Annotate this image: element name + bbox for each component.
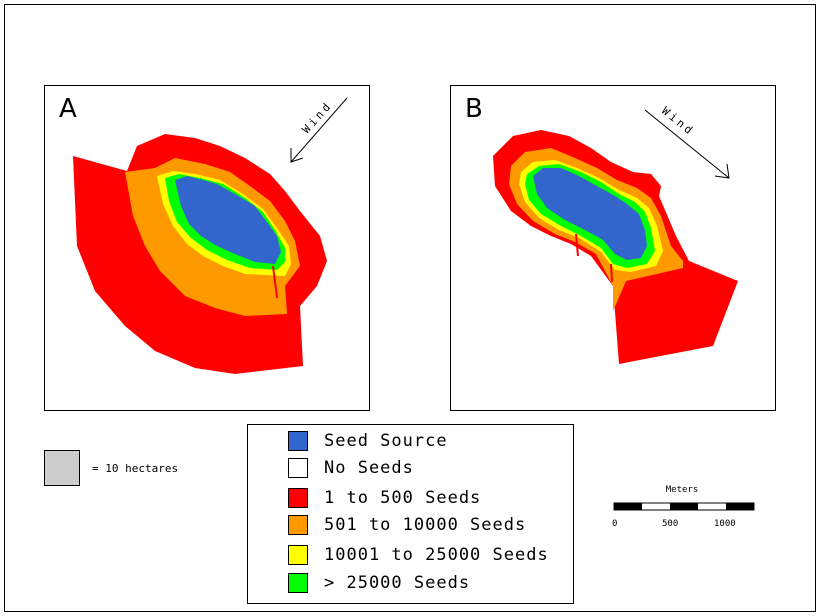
legend-label-no-seeds: No Seeds [324,458,414,478]
legend-item-seed-source: Seed Source [288,431,448,451]
scale-tick-0: 0 [612,519,617,529]
legend-label-1-500: 1 to 500 Seeds [324,488,482,508]
legend-item-1-500: 1 to 500 Seeds [288,488,481,508]
panel-a-map: Wind [73,97,348,374]
scale-title: Meters [666,485,699,495]
legend: Seed Source No Seeds 1 to 500 Seeds 501 … [247,424,574,604]
panel-b-label: B [465,94,483,124]
legend-label-10001-25000: 10001 to 25000 Seeds [324,545,549,565]
cut-line-a [272,265,278,299]
legend-swatch-501-10000 [288,515,308,535]
map-frame [4,4,816,612]
wind-arrow-b [644,109,730,179]
scale-tick-1000: 1000 [714,519,736,529]
seed-source-a [175,176,281,264]
legend-item-over-25000: > 25000 Seeds [288,573,470,593]
scale-seg-3 [670,503,698,510]
scale-bar: Meters 0 500 1000 [608,482,768,532]
cut-line-b [575,233,613,283]
map-panel-a: Wind A [44,85,370,411]
legend-swatch-seed-source [288,431,308,451]
legend-label-over-25000: > 25000 Seeds [324,573,471,593]
legend-item-501-10000: 501 to 10000 Seeds [288,515,526,535]
area-key: = 10 hectares [44,450,178,486]
panel-b-map: Wind [493,104,738,364]
seed-source-b [533,168,647,260]
legend-label-501-10000: 501 to 10000 Seeds [324,515,527,535]
legend-item-no-seeds: No Seeds [288,458,414,478]
area-key-swatch [44,450,80,486]
legend-swatch-over-25000 [288,573,308,593]
legend-swatch-10001-25000 [288,545,308,565]
wind-arrow-a [290,97,348,163]
scale-seg-1 [614,503,642,510]
map-panel-b: Wind B [450,85,776,411]
legend-swatch-no-seeds [288,458,308,478]
panel-a-label: A [59,94,77,124]
legend-item-10001-25000: 10001 to 25000 Seeds [288,545,549,565]
legend-label-seed-source: Seed Source [324,431,448,451]
legend-swatch-1-500 [288,488,308,508]
area-key-label: = 10 hectares [92,461,179,475]
scale-seg-5 [726,503,754,510]
wind-label-b: Wind [659,104,697,138]
scale-bar-graphic: Meters 0 500 1000 [612,485,755,529]
scale-tick-500: 500 [662,519,678,529]
